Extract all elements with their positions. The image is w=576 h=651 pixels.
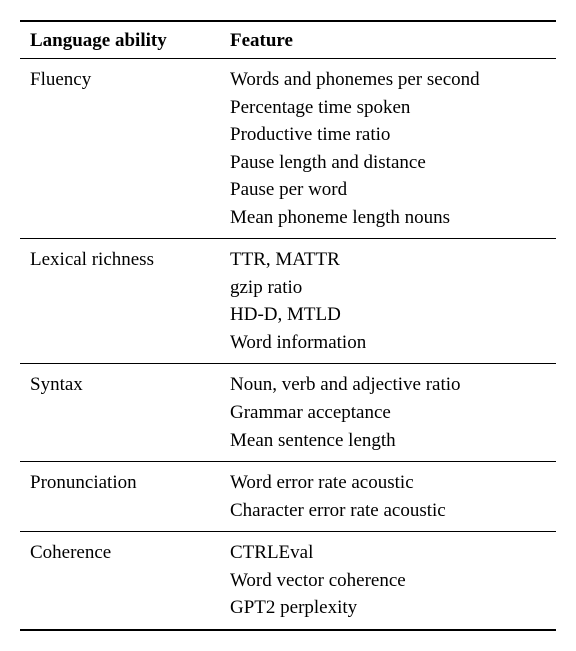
feature-line: Grammar acceptance — [230, 399, 546, 427]
feature-cell: Words and phonemes per secondPercentage … — [220, 59, 556, 239]
feature-line: Percentage time spoken — [230, 94, 546, 122]
feature-line: CTRLEval — [230, 539, 546, 567]
feature-line: Pause per word — [230, 176, 546, 204]
feature-line: Word information — [230, 329, 546, 357]
feature-cell: CTRLEvalWord vector coherenceGPT2 perple… — [220, 532, 556, 630]
ability-cell: Syntax — [20, 364, 220, 462]
table-body: FluencyWords and phonemes per secondPerc… — [20, 59, 556, 630]
header-ability: Language ability — [20, 21, 220, 59]
feature-line: Productive time ratio — [230, 121, 546, 149]
ability-cell: Lexical richness — [20, 239, 220, 364]
feature-cell: Word error rate acousticCharacter error … — [220, 462, 556, 532]
ability-cell: Pronunciation — [20, 462, 220, 532]
feature-line: TTR, MATTR — [230, 246, 546, 274]
feature-line: Words and phonemes per second — [230, 66, 546, 94]
feature-line: Character error rate acoustic — [230, 497, 546, 525]
table-row: CoherenceCTRLEvalWord vector coherenceGP… — [20, 532, 556, 630]
language-features-table: Language ability Feature FluencyWords an… — [20, 20, 556, 631]
ability-cell: Fluency — [20, 59, 220, 239]
feature-line: Mean sentence length — [230, 427, 546, 455]
feature-line: HD-D, MTLD — [230, 301, 546, 329]
feature-line: GPT2 perplexity — [230, 594, 546, 622]
table-row: PronunciationWord error rate acousticCha… — [20, 462, 556, 532]
ability-cell: Coherence — [20, 532, 220, 630]
feature-line: Word error rate acoustic — [230, 469, 546, 497]
feature-line: Pause length and distance — [230, 149, 546, 177]
feature-line: Mean phoneme length nouns — [230, 204, 546, 232]
table-row: SyntaxNoun, verb and adjective ratioGram… — [20, 364, 556, 462]
feature-cell: TTR, MATTRgzip ratioHD-D, MTLDWord infor… — [220, 239, 556, 364]
table-row: Lexical richnessTTR, MATTRgzip ratioHD-D… — [20, 239, 556, 364]
feature-line: gzip ratio — [230, 274, 546, 302]
table-row: FluencyWords and phonemes per secondPerc… — [20, 59, 556, 239]
feature-cell: Noun, verb and adjective ratioGrammar ac… — [220, 364, 556, 462]
feature-line: Noun, verb and adjective ratio — [230, 371, 546, 399]
feature-line: Word vector coherence — [230, 567, 546, 595]
header-feature: Feature — [220, 21, 556, 59]
table-header-row: Language ability Feature — [20, 21, 556, 59]
